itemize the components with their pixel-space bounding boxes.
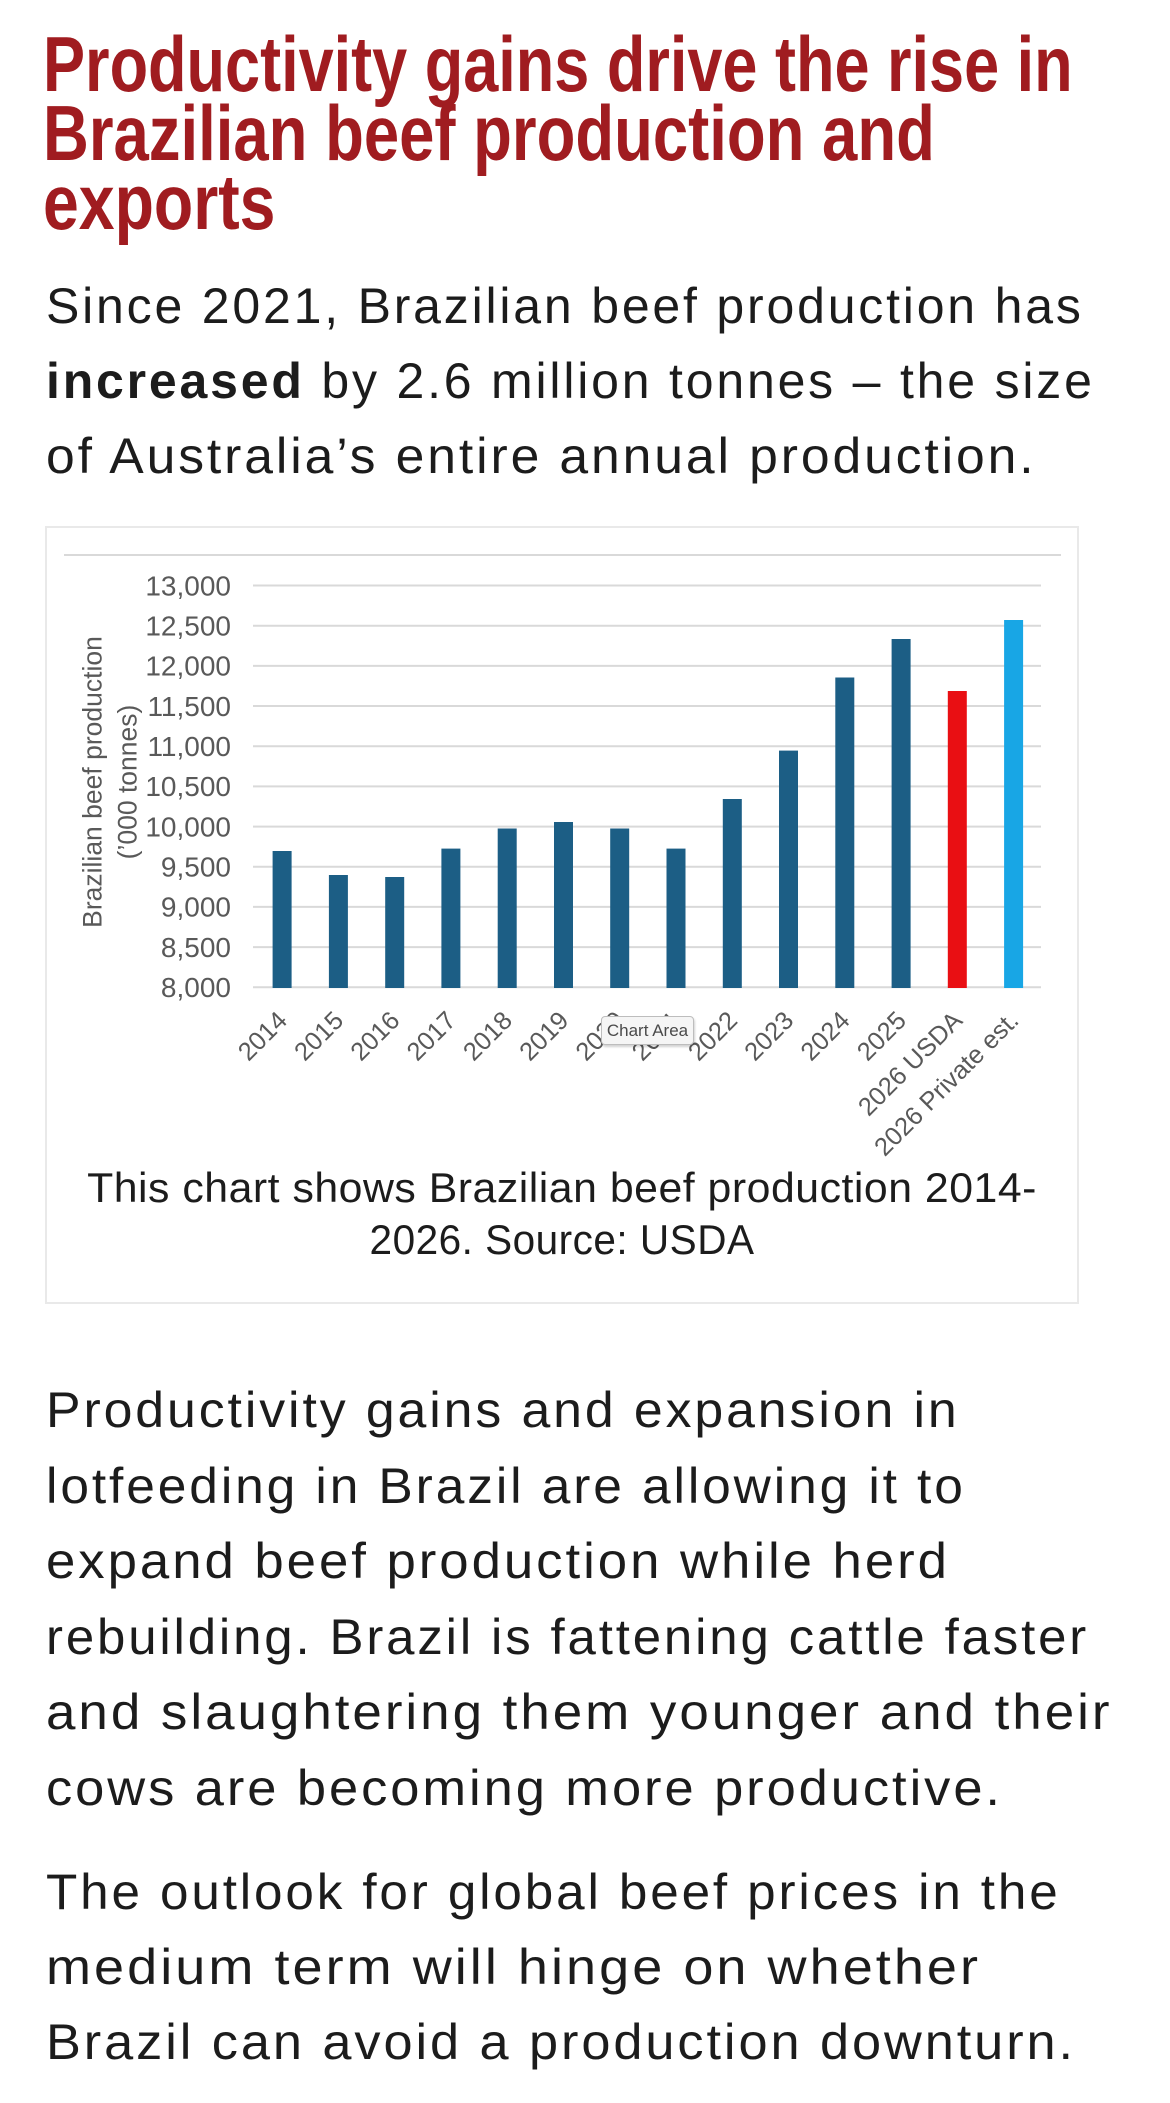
svg-text:8,500: 8,500 <box>161 932 231 963</box>
svg-text:9,500: 9,500 <box>161 852 231 883</box>
svg-text:2019: 2019 <box>514 1006 574 1066</box>
svg-text:10,500: 10,500 <box>145 771 231 802</box>
svg-text:Brazilian beef production: Brazilian beef production <box>77 636 107 928</box>
svg-text:2023: 2023 <box>739 1006 799 1066</box>
svg-text:12,500: 12,500 <box>145 611 231 642</box>
svg-text:11,500: 11,500 <box>147 691 231 722</box>
svg-text:2024: 2024 <box>796 1006 856 1066</box>
svg-text:12,000: 12,000 <box>145 651 231 682</box>
svg-text:11,000: 11,000 <box>147 731 231 762</box>
svg-text:2017: 2017 <box>402 1006 462 1066</box>
svg-text:8,000: 8,000 <box>161 972 231 1003</box>
svg-text:2018: 2018 <box>458 1006 518 1066</box>
svg-text:(’000 tonnes): (’000 tonnes) <box>113 705 143 860</box>
svg-text:2016: 2016 <box>345 1006 405 1066</box>
svg-text:2015: 2015 <box>289 1006 349 1066</box>
svg-text:9,000: 9,000 <box>161 892 231 923</box>
svg-text:13,000: 13,000 <box>145 570 231 601</box>
svg-text:2014: 2014 <box>233 1006 293 1066</box>
svg-text:10,000: 10,000 <box>145 811 231 842</box>
